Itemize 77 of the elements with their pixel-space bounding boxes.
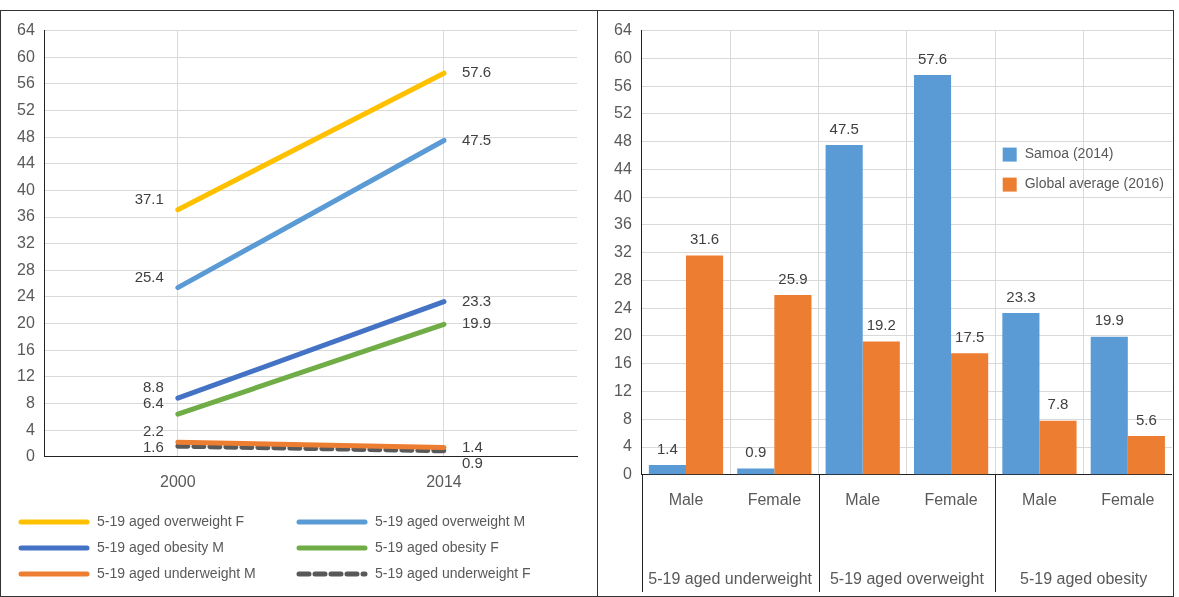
data-label: 31.6 xyxy=(689,230,720,248)
legend-label: 5-19 aged obesity M xyxy=(97,538,224,555)
y-tick-label: 12 xyxy=(614,381,632,399)
data-label: 2.2 xyxy=(142,422,164,440)
x-tick-label: Female xyxy=(924,490,978,508)
y-tick-label: 44 xyxy=(614,159,632,177)
x-tick-label: Female xyxy=(747,490,802,508)
data-label: 8.8 xyxy=(142,378,164,396)
y-tick-label: 40 xyxy=(614,187,632,205)
y-tick-label: 64 xyxy=(614,21,632,39)
legend-label: 5-19 aged overweight M xyxy=(375,512,526,529)
x-tick-label: 2014 xyxy=(426,472,462,490)
y-tick-label: 40 xyxy=(17,180,35,198)
y-tick-label: 52 xyxy=(614,104,632,122)
y-tick-label: 44 xyxy=(17,154,35,172)
y-tick-label: 20 xyxy=(17,314,35,332)
data-label: 1.6 xyxy=(142,438,164,456)
legend-label: 5-19 aged underweight F xyxy=(375,564,531,581)
data-label: 1.4 xyxy=(656,439,678,457)
y-tick-label: 28 xyxy=(17,260,35,278)
y-tick-label: 36 xyxy=(17,207,35,225)
y-tick-label: 4 xyxy=(25,420,35,438)
data-label: 57.6 xyxy=(461,63,492,81)
data-label: 19.2 xyxy=(866,316,896,334)
data-label: 17.5 xyxy=(955,327,985,345)
y-tick-label: 16 xyxy=(17,340,35,358)
text: 5-19 aged overweight xyxy=(829,570,985,588)
data-label: 23.3 xyxy=(1006,287,1036,305)
y-tick-label: 48 xyxy=(17,127,35,145)
y-tick-label: 36 xyxy=(614,215,632,233)
y-tick-label: 16 xyxy=(614,354,632,372)
legend-label: Global average (2016) xyxy=(1024,175,1164,192)
legend-label: Samoa (2014) xyxy=(1024,145,1114,162)
y-tick-label: 20 xyxy=(614,326,632,344)
y-tick-label: 12 xyxy=(17,367,35,385)
y-tick-label: 32 xyxy=(614,243,632,261)
x-tick-label: Male xyxy=(668,490,704,508)
data-label: 6.4 xyxy=(142,394,164,412)
y-tick-label: 32 xyxy=(17,234,35,252)
data-label: 19.9 xyxy=(1094,311,1124,329)
y-tick-label: 24 xyxy=(614,298,632,316)
y-tick-label: 0 xyxy=(622,465,632,483)
y-tick-label: 48 xyxy=(614,132,632,150)
text: 5-19 aged underweight xyxy=(648,570,813,588)
legend-label: 5-19 aged underweight M xyxy=(97,564,256,581)
y-tick-label: 56 xyxy=(614,76,632,94)
y-tick-label: 0 xyxy=(25,447,35,465)
y-tick-label: 60 xyxy=(614,48,632,66)
data-label: 25.9 xyxy=(778,269,808,287)
legend-label: 5-19 aged obesity F xyxy=(375,538,499,555)
x-tick-label: 2000 xyxy=(160,472,196,490)
y-tick-label: 24 xyxy=(17,287,35,305)
data-label: 23.3 xyxy=(461,291,492,309)
data-label: 57.6 xyxy=(917,49,948,67)
data-label: 5.6 xyxy=(1135,410,1157,428)
x-tick-label: Male xyxy=(1022,490,1057,508)
data-label: 47.5 xyxy=(461,130,492,148)
data-label: 1.4 xyxy=(461,437,483,455)
data-label: 7.8 xyxy=(1047,395,1069,413)
text: 5-19 aged obesity xyxy=(1020,570,1148,588)
data-label: 19.9 xyxy=(461,314,492,332)
y-tick-label: 8 xyxy=(25,393,35,411)
y-tick-label: 4 xyxy=(622,437,632,455)
data-label: 0.9 xyxy=(461,453,483,471)
y-tick-label: 8 xyxy=(622,409,632,427)
data-label: 47.5 xyxy=(829,119,859,137)
x-tick-label: Male xyxy=(845,490,881,508)
data-label: 0.9 xyxy=(745,443,767,461)
x-tick-label: Female xyxy=(1101,490,1155,508)
data-label: 25.4 xyxy=(134,267,164,285)
y-tick-label: 28 xyxy=(614,270,632,288)
y-tick-label: 56 xyxy=(17,74,35,92)
legend-label: 5-19 aged overweight F xyxy=(97,512,245,529)
data-label: 37.1 xyxy=(134,189,164,207)
y-tick-label: 52 xyxy=(17,100,35,118)
y-tick-label: 60 xyxy=(17,47,35,65)
y-tick-label: 64 xyxy=(17,21,35,39)
